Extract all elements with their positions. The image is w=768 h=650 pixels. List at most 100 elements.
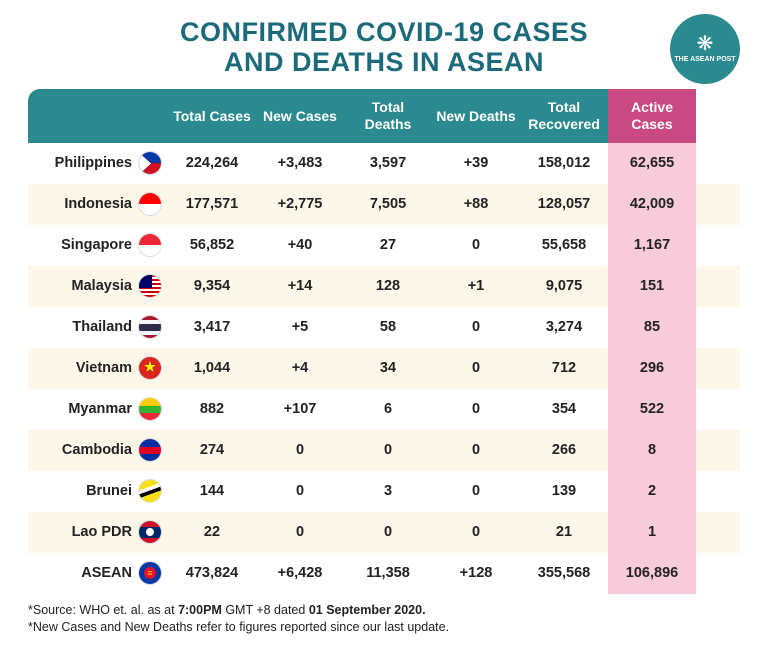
logo-text: THE ASEAN POST bbox=[674, 56, 735, 64]
data-cell: 0 bbox=[256, 430, 344, 471]
table-row: Cambodia2740002668 bbox=[28, 430, 740, 471]
country-cell: Lao PDR bbox=[28, 512, 168, 553]
country-cell: Philippines bbox=[28, 143, 168, 184]
data-cell: 144 bbox=[168, 471, 256, 512]
title-line-2: AND DEATHS IN ASEAN bbox=[224, 47, 544, 77]
footer-line-2: *New Cases and New Deaths refer to figur… bbox=[28, 619, 740, 636]
th-total-recovered: Total Recovered bbox=[520, 89, 608, 143]
data-cell: 0 bbox=[432, 471, 520, 512]
table-row: ASEAN≡473,824+6,42811,358+128355,568106,… bbox=[28, 553, 740, 594]
data-cell: +39 bbox=[432, 143, 520, 184]
data-cell: 56,852 bbox=[168, 225, 256, 266]
page-title: CONFIRMED COVID-19 CASES AND DEATHS IN A… bbox=[180, 18, 588, 77]
footer-prefix: *Source: WHO et. al. as at bbox=[28, 603, 178, 617]
table-row: Malaysia9,354+14128+19,075151 bbox=[28, 266, 740, 307]
table-row: Vietnam★1,044+4340712296 bbox=[28, 348, 740, 389]
th-total-deaths: Total Deaths bbox=[344, 89, 432, 143]
country-name: Lao PDR bbox=[72, 524, 132, 540]
data-cell: 3 bbox=[344, 471, 432, 512]
asean-post-logo: ❋ THE ASEAN POST bbox=[670, 14, 740, 84]
flag-icon bbox=[138, 397, 162, 421]
country-cell: Indonesia bbox=[28, 184, 168, 225]
data-cell: 355,568 bbox=[520, 553, 608, 594]
data-cell: +88 bbox=[432, 184, 520, 225]
th-new-deaths: New Deaths bbox=[432, 89, 520, 143]
data-cell: +128 bbox=[432, 553, 520, 594]
active-cases-cell: 296 bbox=[608, 348, 696, 389]
table-row: Philippines224,264+3,4833,597+39158,0126… bbox=[28, 143, 740, 184]
table-row: Indonesia177,571+2,7757,505+88128,05742,… bbox=[28, 184, 740, 225]
data-cell: 0 bbox=[344, 512, 432, 553]
flag-icon bbox=[138, 520, 162, 544]
th-total-cases: Total Cases bbox=[168, 89, 256, 143]
footer-date: 01 September 2020. bbox=[309, 603, 426, 617]
data-cell: 27 bbox=[344, 225, 432, 266]
data-cell: 882 bbox=[168, 389, 256, 430]
flag-icon bbox=[138, 438, 162, 462]
data-cell: 11,358 bbox=[344, 553, 432, 594]
data-cell: 274 bbox=[168, 430, 256, 471]
data-cell: 21 bbox=[520, 512, 608, 553]
data-cell: 9,354 bbox=[168, 266, 256, 307]
flag-icon bbox=[138, 479, 162, 503]
data-cell: 128,057 bbox=[520, 184, 608, 225]
country-name: Vietnam bbox=[76, 360, 132, 376]
footer-mid: GMT +8 dated bbox=[222, 603, 309, 617]
country-name: ASEAN bbox=[81, 565, 132, 581]
footer-time: 7:00PM bbox=[178, 603, 222, 617]
table-row: Myanmar882+10760354522 bbox=[28, 389, 740, 430]
active-cases-cell: 62,655 bbox=[608, 143, 696, 184]
active-cases-cell: 1 bbox=[608, 512, 696, 553]
data-cell: 0 bbox=[432, 389, 520, 430]
active-cases-cell: 106,896 bbox=[608, 553, 696, 594]
country-cell: Vietnam★ bbox=[28, 348, 168, 389]
country-cell: Singapore bbox=[28, 225, 168, 266]
data-cell: +1 bbox=[432, 266, 520, 307]
table-row: Brunei1440301392 bbox=[28, 471, 740, 512]
country-cell: Brunei bbox=[28, 471, 168, 512]
active-cases-cell: 2 bbox=[608, 471, 696, 512]
data-cell: 34 bbox=[344, 348, 432, 389]
data-cell: 6 bbox=[344, 389, 432, 430]
data-cell: 354 bbox=[520, 389, 608, 430]
country-name: Indonesia bbox=[64, 196, 132, 212]
country-name: Cambodia bbox=[62, 442, 132, 458]
flag-icon bbox=[138, 274, 162, 298]
data-cell: 473,824 bbox=[168, 553, 256, 594]
data-cell: 158,012 bbox=[520, 143, 608, 184]
data-cell: 177,571 bbox=[168, 184, 256, 225]
country-cell: Myanmar bbox=[28, 389, 168, 430]
country-name: Myanmar bbox=[68, 401, 132, 417]
data-cell: 22 bbox=[168, 512, 256, 553]
data-cell: +14 bbox=[256, 266, 344, 307]
data-cell: +40 bbox=[256, 225, 344, 266]
data-cell: 1,044 bbox=[168, 348, 256, 389]
flag-icon bbox=[138, 315, 162, 339]
active-cases-cell: 522 bbox=[608, 389, 696, 430]
footer-source: *Source: WHO et. al. as at 7:00PM GMT +8… bbox=[28, 602, 740, 636]
data-cell: 712 bbox=[520, 348, 608, 389]
table-row: Singapore56,852+4027055,6581,167 bbox=[28, 225, 740, 266]
data-cell: 58 bbox=[344, 307, 432, 348]
data-cell: 3,417 bbox=[168, 307, 256, 348]
data-cell: 0 bbox=[432, 512, 520, 553]
table-header-row: Total Cases New Cases Total Deaths New D… bbox=[28, 89, 740, 143]
data-cell: +2,775 bbox=[256, 184, 344, 225]
data-cell: 3,597 bbox=[344, 143, 432, 184]
data-cell: 266 bbox=[520, 430, 608, 471]
th-active-cases: Active Cases bbox=[608, 89, 696, 143]
header: CONFIRMED COVID-19 CASES AND DEATHS IN A… bbox=[28, 18, 740, 77]
table-row: Thailand3,417+55803,27485 bbox=[28, 307, 740, 348]
active-cases-cell: 8 bbox=[608, 430, 696, 471]
data-cell: 0 bbox=[344, 430, 432, 471]
data-cell: 9,075 bbox=[520, 266, 608, 307]
country-cell: Thailand bbox=[28, 307, 168, 348]
data-cell: 224,264 bbox=[168, 143, 256, 184]
country-cell: Cambodia bbox=[28, 430, 168, 471]
country-name: Brunei bbox=[86, 483, 132, 499]
footer-line-1: *Source: WHO et. al. as at 7:00PM GMT +8… bbox=[28, 602, 740, 619]
data-table: Total Cases New Cases Total Deaths New D… bbox=[28, 89, 740, 594]
data-cell: 0 bbox=[256, 471, 344, 512]
data-cell: +4 bbox=[256, 348, 344, 389]
data-cell: +5 bbox=[256, 307, 344, 348]
